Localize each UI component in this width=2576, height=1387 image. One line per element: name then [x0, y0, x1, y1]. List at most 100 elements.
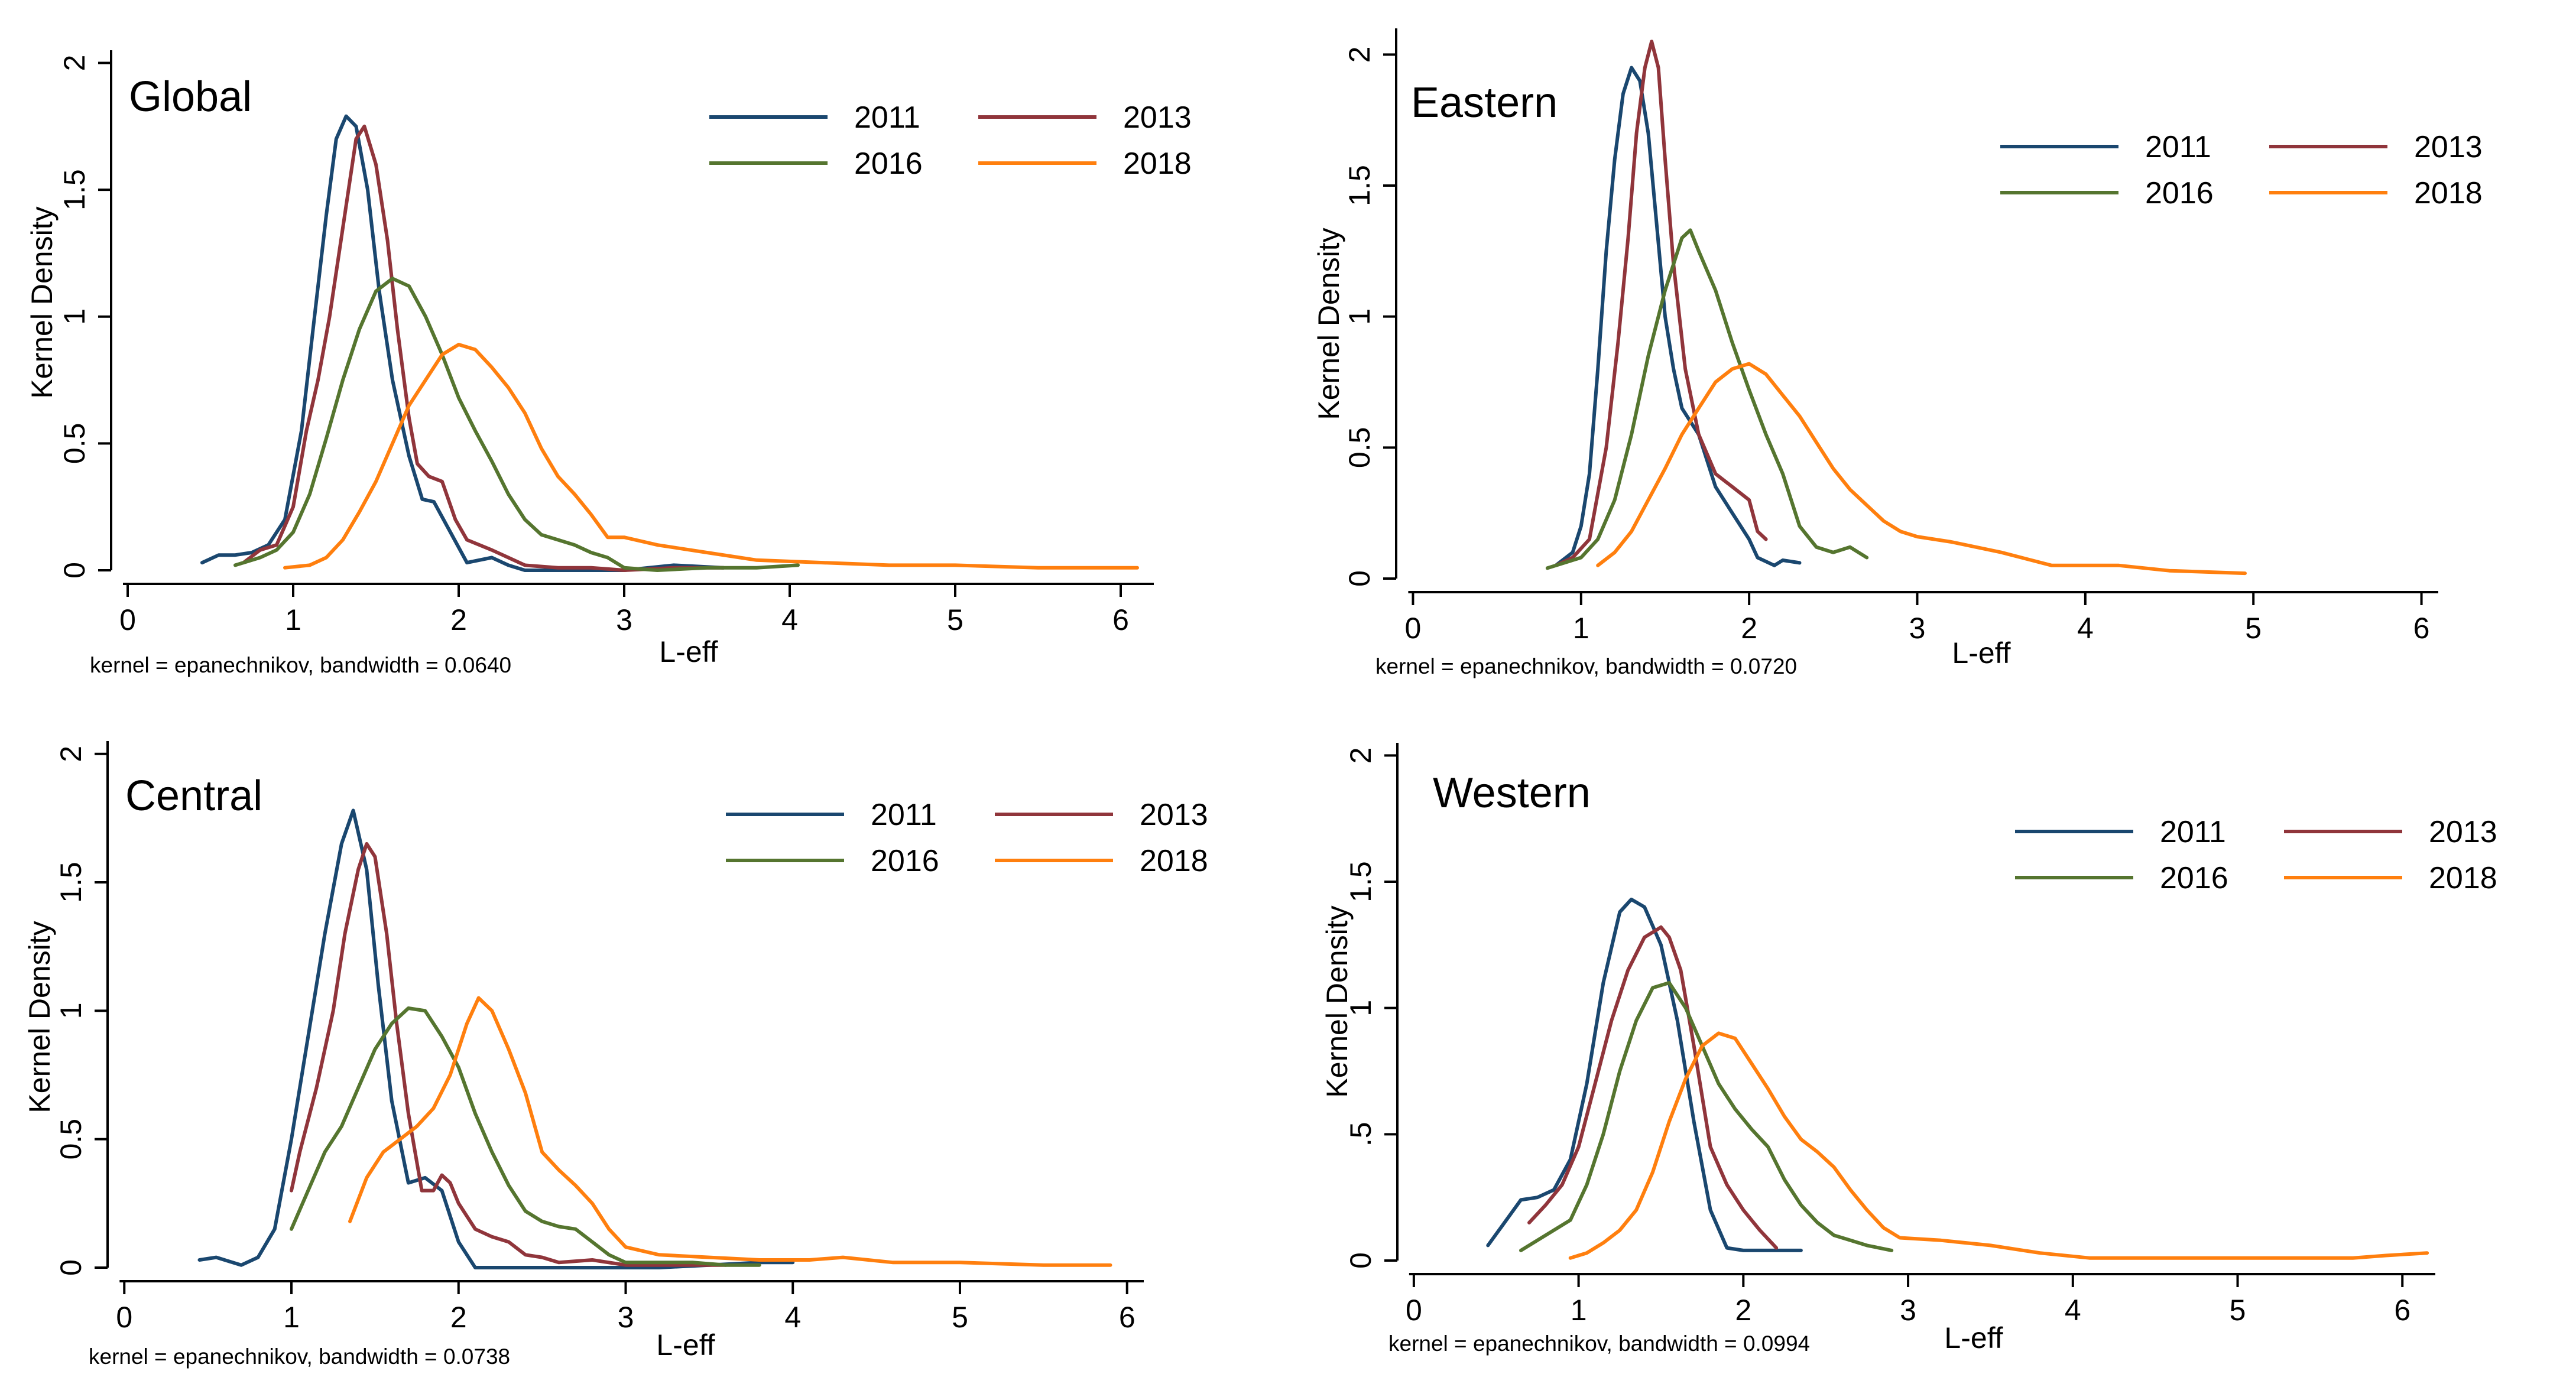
series-line-2016 — [1545, 228, 1869, 570]
y-tick-label: .5 — [1344, 1122, 1377, 1146]
chart-global: 0 0.5 1 1.5 2 0 1 2 3 4 5 6 Global 2011 2013 2016 2018… — [25, 50, 1192, 677]
y-axis-title: Kernel Density — [1321, 905, 1354, 1097]
panel-title: Western — [1433, 769, 1591, 817]
series-line-2011 — [200, 114, 725, 572]
panel-global: 0 0.5 1 1.5 2 0 1 2 3 4 5 6 Global 2011 2013 2016 2018… — [0, 0, 1288, 693]
series-line-2013 — [1554, 40, 1768, 567]
legend-label-2013: 2013 — [1140, 798, 1208, 832]
kernel-note: kernel = epanechnikov, bandwidth = 0.072… — [1375, 654, 1797, 678]
kernel-note: kernel = epanechnikov, bandwidth = 0.064… — [90, 653, 511, 677]
x-tick-label: 0 — [1405, 612, 1422, 645]
x-tick-label: 1 — [285, 603, 301, 636]
y-tick-label: 0 — [1344, 1252, 1377, 1269]
x-tick-label: 4 — [781, 603, 798, 636]
x-tick-label: 3 — [618, 1301, 634, 1334]
plot-area: 0 0.5 1 1.5 2 0 1 2 3 4 5 6 — [58, 50, 1154, 636]
x-tick-label: 1 — [1573, 612, 1589, 645]
x-tick-label: 4 — [2077, 612, 2094, 645]
panel-title: Central — [125, 772, 262, 820]
x-tick-label: 2 — [1735, 1294, 1751, 1327]
x-tick-label: 0 — [116, 1301, 132, 1334]
x-tick-label: 3 — [616, 603, 632, 636]
legend-label-2011: 2011 — [2145, 130, 2211, 164]
x-tick-label: 1 — [283, 1301, 300, 1334]
y-tick-label: 0 — [54, 1259, 87, 1276]
series-line-2013 — [290, 842, 728, 1267]
legend-label-2018: 2018 — [1140, 844, 1208, 878]
series-line-2011 — [1486, 897, 1803, 1252]
series-line-2016 — [290, 1006, 761, 1267]
y-axis-title: Kernel Density — [1312, 228, 1345, 420]
x-tick-label: 2 — [450, 1301, 467, 1334]
x-tick-label: 6 — [1112, 603, 1129, 636]
legend: 2011 2013 2016 2018 — [726, 798, 1208, 878]
x-axis-title: L-eff — [656, 1328, 715, 1362]
x-tick-label: 0 — [1406, 1294, 1422, 1327]
legend: 2011 2013 2016 2018 — [2000, 130, 2483, 210]
legend-label-2018: 2018 — [1123, 147, 1192, 181]
legend: 2011 2013 2016 2018 — [2015, 815, 2497, 895]
y-tick-label: 0.5 — [54, 1119, 87, 1160]
series-line-2013 — [1527, 925, 1779, 1250]
x-tick-label: 3 — [1909, 612, 1926, 645]
series-line-2018 — [283, 343, 1139, 570]
y-tick-label: 2 — [1343, 46, 1376, 63]
series-line-2016 — [233, 277, 800, 572]
x-tick-label: 4 — [784, 1301, 801, 1334]
legend-label-2011: 2011 — [854, 100, 920, 135]
x-axis-title: L-eff — [659, 635, 718, 668]
y-tick-label: 1 — [54, 1002, 87, 1019]
kernel-note: kernel = epanechnikov, bandwidth = 0.099… — [1388, 1331, 1810, 1356]
legend-label-2011: 2011 — [2160, 815, 2226, 849]
y-tick-label: 0.5 — [58, 423, 91, 465]
panel-title: Eastern — [1411, 79, 1558, 126]
legend-label-2018: 2018 — [2429, 861, 2497, 895]
y-tick-label: 1 — [1343, 308, 1376, 325]
x-tick-label: 4 — [2065, 1294, 2081, 1327]
series-line-2011 — [197, 808, 795, 1269]
x-tick-label: 6 — [1119, 1301, 1135, 1334]
x-axis-title: L-eff — [1944, 1321, 2003, 1354]
legend-label-2018: 2018 — [2414, 176, 2483, 210]
legend-label-2011: 2011 — [871, 798, 937, 832]
series-line-2018 — [1568, 1031, 2429, 1260]
y-tick-label: 1.5 — [58, 169, 91, 210]
legend-label-2013: 2013 — [1123, 100, 1192, 135]
y-tick-label: 1 — [58, 308, 91, 325]
legend-label-2013: 2013 — [2429, 815, 2497, 849]
legend-label-2016: 2016 — [2160, 861, 2228, 895]
legend-label-2016: 2016 — [854, 147, 923, 181]
x-tick-label: 1 — [1571, 1294, 1587, 1327]
y-tick-label: 2 — [1344, 747, 1377, 764]
series-line-2018 — [348, 996, 1112, 1267]
panel-western: 0 .5 1 1.5 2 0 1 2 3 4 5 6 Western 2011 2013 2016 2018… — [1288, 693, 2576, 1386]
x-tick-label: 6 — [2413, 612, 2430, 645]
plot-area: 0 .5 1 1.5 2 0 1 2 3 4 5 6 — [1344, 743, 2435, 1327]
legend-label-2016: 2016 — [871, 844, 939, 878]
x-tick-label: 5 — [952, 1301, 968, 1334]
panel-title: Global — [129, 73, 252, 121]
legend: 2011 2013 2016 2018 — [709, 100, 1192, 181]
x-tick-label: 5 — [2245, 612, 2262, 645]
panel-eastern: 0 0.5 1 1.5 2 0 1 2 3 4 5 6 Eastern 2011 2013 2016 201… — [1288, 0, 2576, 693]
legend-label-2016: 2016 — [2145, 176, 2214, 210]
plot-area: 0 0.5 1 1.5 2 0 1 2 3 4 5 6 — [1343, 28, 2438, 645]
legend-label-2013: 2013 — [2414, 130, 2483, 164]
y-tick-label: 0 — [58, 562, 91, 579]
y-tick-label: 2 — [58, 55, 91, 72]
series-line-2011 — [1554, 66, 1802, 567]
panel-central: 0 0.5 1 1.5 2 0 1 2 3 4 5 6 Central 2011 2013 2016 201… — [0, 693, 1288, 1386]
x-tick-label: 2 — [450, 603, 467, 636]
y-tick-label: 1.5 — [1343, 165, 1376, 206]
x-tick-label: 6 — [2394, 1294, 2410, 1327]
y-tick-label: 1.5 — [54, 862, 87, 903]
chart-western: 0 .5 1 1.5 2 0 1 2 3 4 5 6 Western 2011 2013 2016 2018… — [1321, 743, 2497, 1356]
y-tick-label: 0.5 — [1343, 427, 1376, 469]
y-axis-title: Kernel Density — [25, 206, 59, 398]
series-line-2018 — [1596, 362, 2247, 576]
plot-area: 0 0.5 1 1.5 2 0 1 2 3 4 5 6 — [54, 741, 1144, 1334]
kernel-note: kernel = epanechnikov, bandwidth = 0.073… — [89, 1344, 510, 1369]
